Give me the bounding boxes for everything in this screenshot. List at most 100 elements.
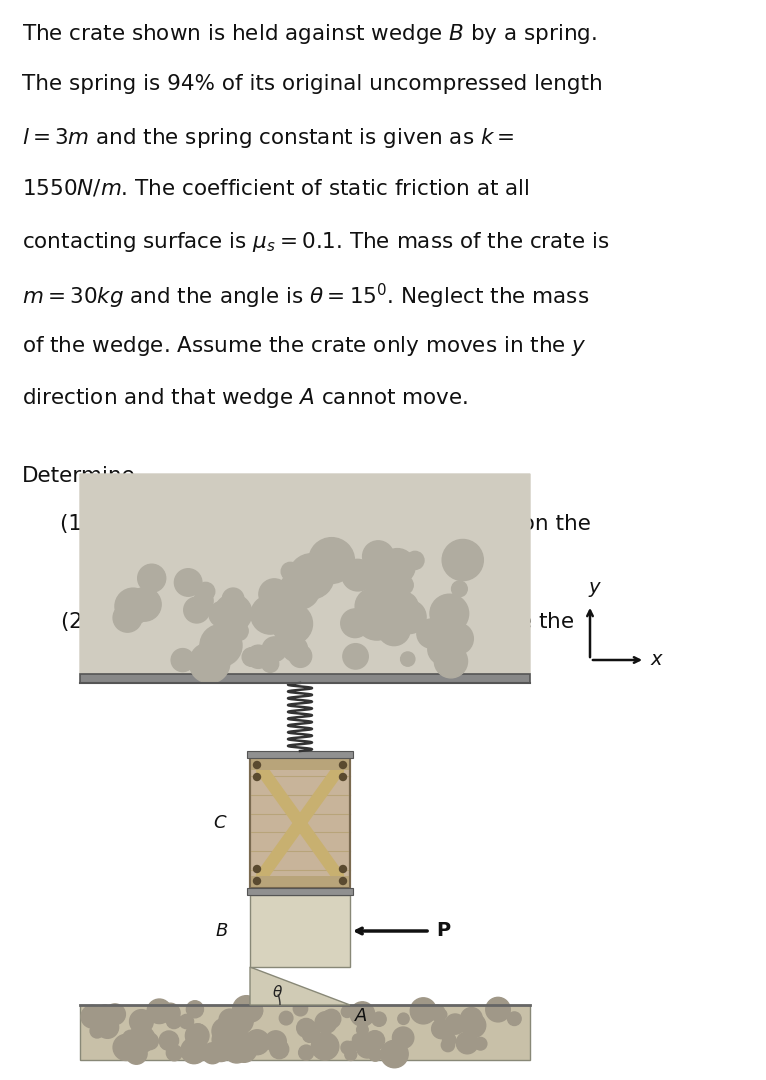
- Circle shape: [262, 637, 286, 661]
- Circle shape: [430, 594, 469, 633]
- Text: $y$: $y$: [588, 580, 602, 599]
- Text: $\theta$: $\theta$: [272, 984, 283, 1000]
- Circle shape: [259, 579, 290, 609]
- Circle shape: [352, 1034, 364, 1045]
- Circle shape: [345, 1049, 357, 1061]
- Circle shape: [339, 761, 346, 769]
- Circle shape: [378, 613, 410, 646]
- Bar: [250, 758, 350, 888]
- Circle shape: [434, 645, 467, 678]
- Circle shape: [289, 645, 312, 667]
- Circle shape: [129, 1010, 153, 1034]
- Bar: [247, 751, 353, 758]
- Circle shape: [441, 1038, 454, 1052]
- Circle shape: [229, 621, 248, 640]
- Circle shape: [270, 1040, 289, 1058]
- Circle shape: [181, 1043, 196, 1059]
- Circle shape: [289, 554, 334, 599]
- Circle shape: [362, 541, 394, 572]
- Circle shape: [392, 1027, 414, 1049]
- Circle shape: [184, 597, 210, 623]
- Circle shape: [309, 1029, 320, 1040]
- Text: $m = 30kg$ and the angle is $\theta = 15^0$. Neglect the mass: $m = 30kg$ and the angle is $\theta = 15…: [22, 282, 589, 311]
- Circle shape: [339, 773, 346, 781]
- Circle shape: [461, 1013, 486, 1038]
- Circle shape: [429, 629, 457, 657]
- Circle shape: [322, 1010, 341, 1028]
- Circle shape: [398, 1013, 409, 1025]
- Circle shape: [179, 1014, 194, 1028]
- Circle shape: [393, 600, 426, 634]
- Circle shape: [227, 1008, 254, 1034]
- Text: (2)  The smallest horizontal force $P$ to move the: (2) The smallest horizontal force $P$ to…: [60, 610, 575, 633]
- Circle shape: [181, 1038, 207, 1064]
- Circle shape: [262, 656, 279, 673]
- Circle shape: [508, 1012, 521, 1026]
- Circle shape: [341, 609, 369, 637]
- Text: $x$: $x$: [650, 650, 664, 669]
- Text: direction and that wedge $A$ cannot move.: direction and that wedge $A$ cannot move…: [22, 386, 468, 410]
- Circle shape: [81, 1005, 103, 1028]
- Circle shape: [411, 998, 437, 1024]
- Bar: [80, 1005, 530, 1059]
- Circle shape: [197, 582, 214, 600]
- Circle shape: [429, 1005, 445, 1021]
- Circle shape: [142, 1032, 159, 1050]
- Circle shape: [437, 1010, 447, 1020]
- Circle shape: [185, 1024, 209, 1048]
- Circle shape: [214, 594, 252, 632]
- Circle shape: [339, 865, 346, 873]
- Circle shape: [250, 595, 290, 634]
- Circle shape: [391, 563, 406, 578]
- Circle shape: [283, 636, 307, 661]
- Circle shape: [115, 589, 151, 624]
- Circle shape: [460, 1008, 483, 1029]
- Circle shape: [406, 552, 424, 569]
- Circle shape: [189, 643, 230, 684]
- Circle shape: [389, 592, 418, 621]
- Bar: [80, 674, 530, 683]
- Circle shape: [398, 553, 413, 568]
- Circle shape: [209, 602, 234, 626]
- Circle shape: [311, 1032, 339, 1061]
- Circle shape: [242, 648, 261, 666]
- Circle shape: [272, 604, 313, 644]
- Text: $l = 3m$ and the spring constant is given as $k =$: $l = 3m$ and the spring constant is give…: [22, 126, 515, 150]
- Circle shape: [159, 1031, 178, 1051]
- Circle shape: [281, 563, 300, 581]
- Circle shape: [369, 1049, 381, 1062]
- Circle shape: [469, 1017, 485, 1034]
- Circle shape: [212, 1018, 238, 1044]
- Circle shape: [486, 997, 510, 1022]
- Circle shape: [97, 1004, 112, 1020]
- Circle shape: [299, 1045, 313, 1061]
- Circle shape: [234, 1031, 254, 1052]
- Text: crate upward: crate upward: [94, 654, 237, 674]
- Circle shape: [417, 619, 446, 648]
- Circle shape: [452, 581, 467, 597]
- Circle shape: [361, 554, 399, 593]
- Polygon shape: [250, 967, 350, 1005]
- Text: of the wedge. Assume the crate only moves in the $y$: of the wedge. Assume the crate only move…: [22, 334, 587, 357]
- Circle shape: [339, 877, 346, 885]
- Text: $A$: $A$: [354, 1007, 368, 1025]
- Text: Determine: Determine: [22, 465, 136, 486]
- Circle shape: [222, 588, 244, 609]
- Circle shape: [186, 1001, 204, 1017]
- Circle shape: [105, 1004, 126, 1025]
- Circle shape: [357, 1024, 368, 1036]
- Circle shape: [138, 564, 165, 592]
- Circle shape: [123, 1030, 138, 1045]
- Circle shape: [254, 761, 260, 769]
- Circle shape: [113, 1035, 139, 1061]
- Circle shape: [356, 1036, 378, 1058]
- Circle shape: [445, 1014, 465, 1035]
- Circle shape: [355, 1004, 373, 1023]
- Circle shape: [280, 1011, 293, 1025]
- Circle shape: [200, 624, 242, 666]
- Circle shape: [293, 1001, 308, 1016]
- Circle shape: [373, 576, 402, 605]
- Text: The crate shown is held against wedge $B$ by a spring.: The crate shown is held against wedge $B…: [22, 22, 597, 46]
- Circle shape: [90, 1024, 104, 1038]
- Circle shape: [342, 559, 374, 591]
